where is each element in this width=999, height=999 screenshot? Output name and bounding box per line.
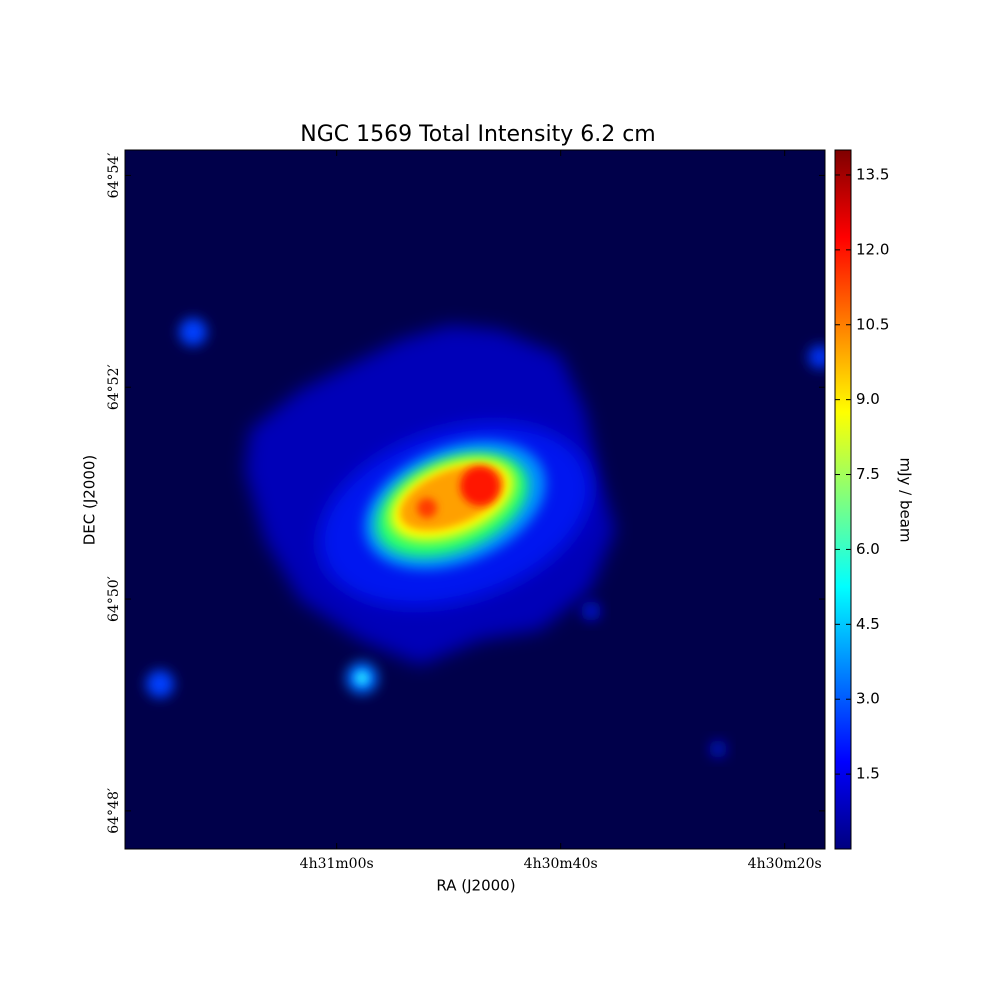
colorbar-tick-label: 4.5 [856,615,880,633]
axes-frame [124,149,826,850]
x-tick-label: 4h31m00s [300,856,374,872]
y-tick-label: 64°50′ [106,576,122,622]
intensity-image [146,318,825,758]
chart-title: NGC 1569 Total Intensity 6.2 cm [300,122,655,147]
colorbar-tick-label: 1.5 [856,765,880,783]
colorbar-tick-label: 9.0 [856,390,880,408]
y-tick-label: 64°54′ [106,153,122,199]
colorbar-tick-label: 3.0 [856,690,880,708]
colorbar-tick-label: 12.0 [856,240,889,258]
x-tick-label: 4h30m40s [524,856,598,872]
y-tick-label: 64°52′ [106,364,122,410]
y-axis-label: DEC (J2000) [81,455,99,546]
colorbar-label: mJy / beam [897,457,915,542]
x-tick-label: 4h30m20s [748,856,822,872]
colorbar-tick-label: 10.5 [856,315,889,333]
x-axis-label: RA (J2000) [436,877,515,895]
colorbar-tick-label: 13.5 [856,165,889,183]
colorbar-tick-label: 6.0 [856,540,880,558]
colorbar-tick-label: 7.5 [856,465,880,483]
colorbar [834,149,852,850]
y-tick-label: 64°48′ [106,788,122,834]
